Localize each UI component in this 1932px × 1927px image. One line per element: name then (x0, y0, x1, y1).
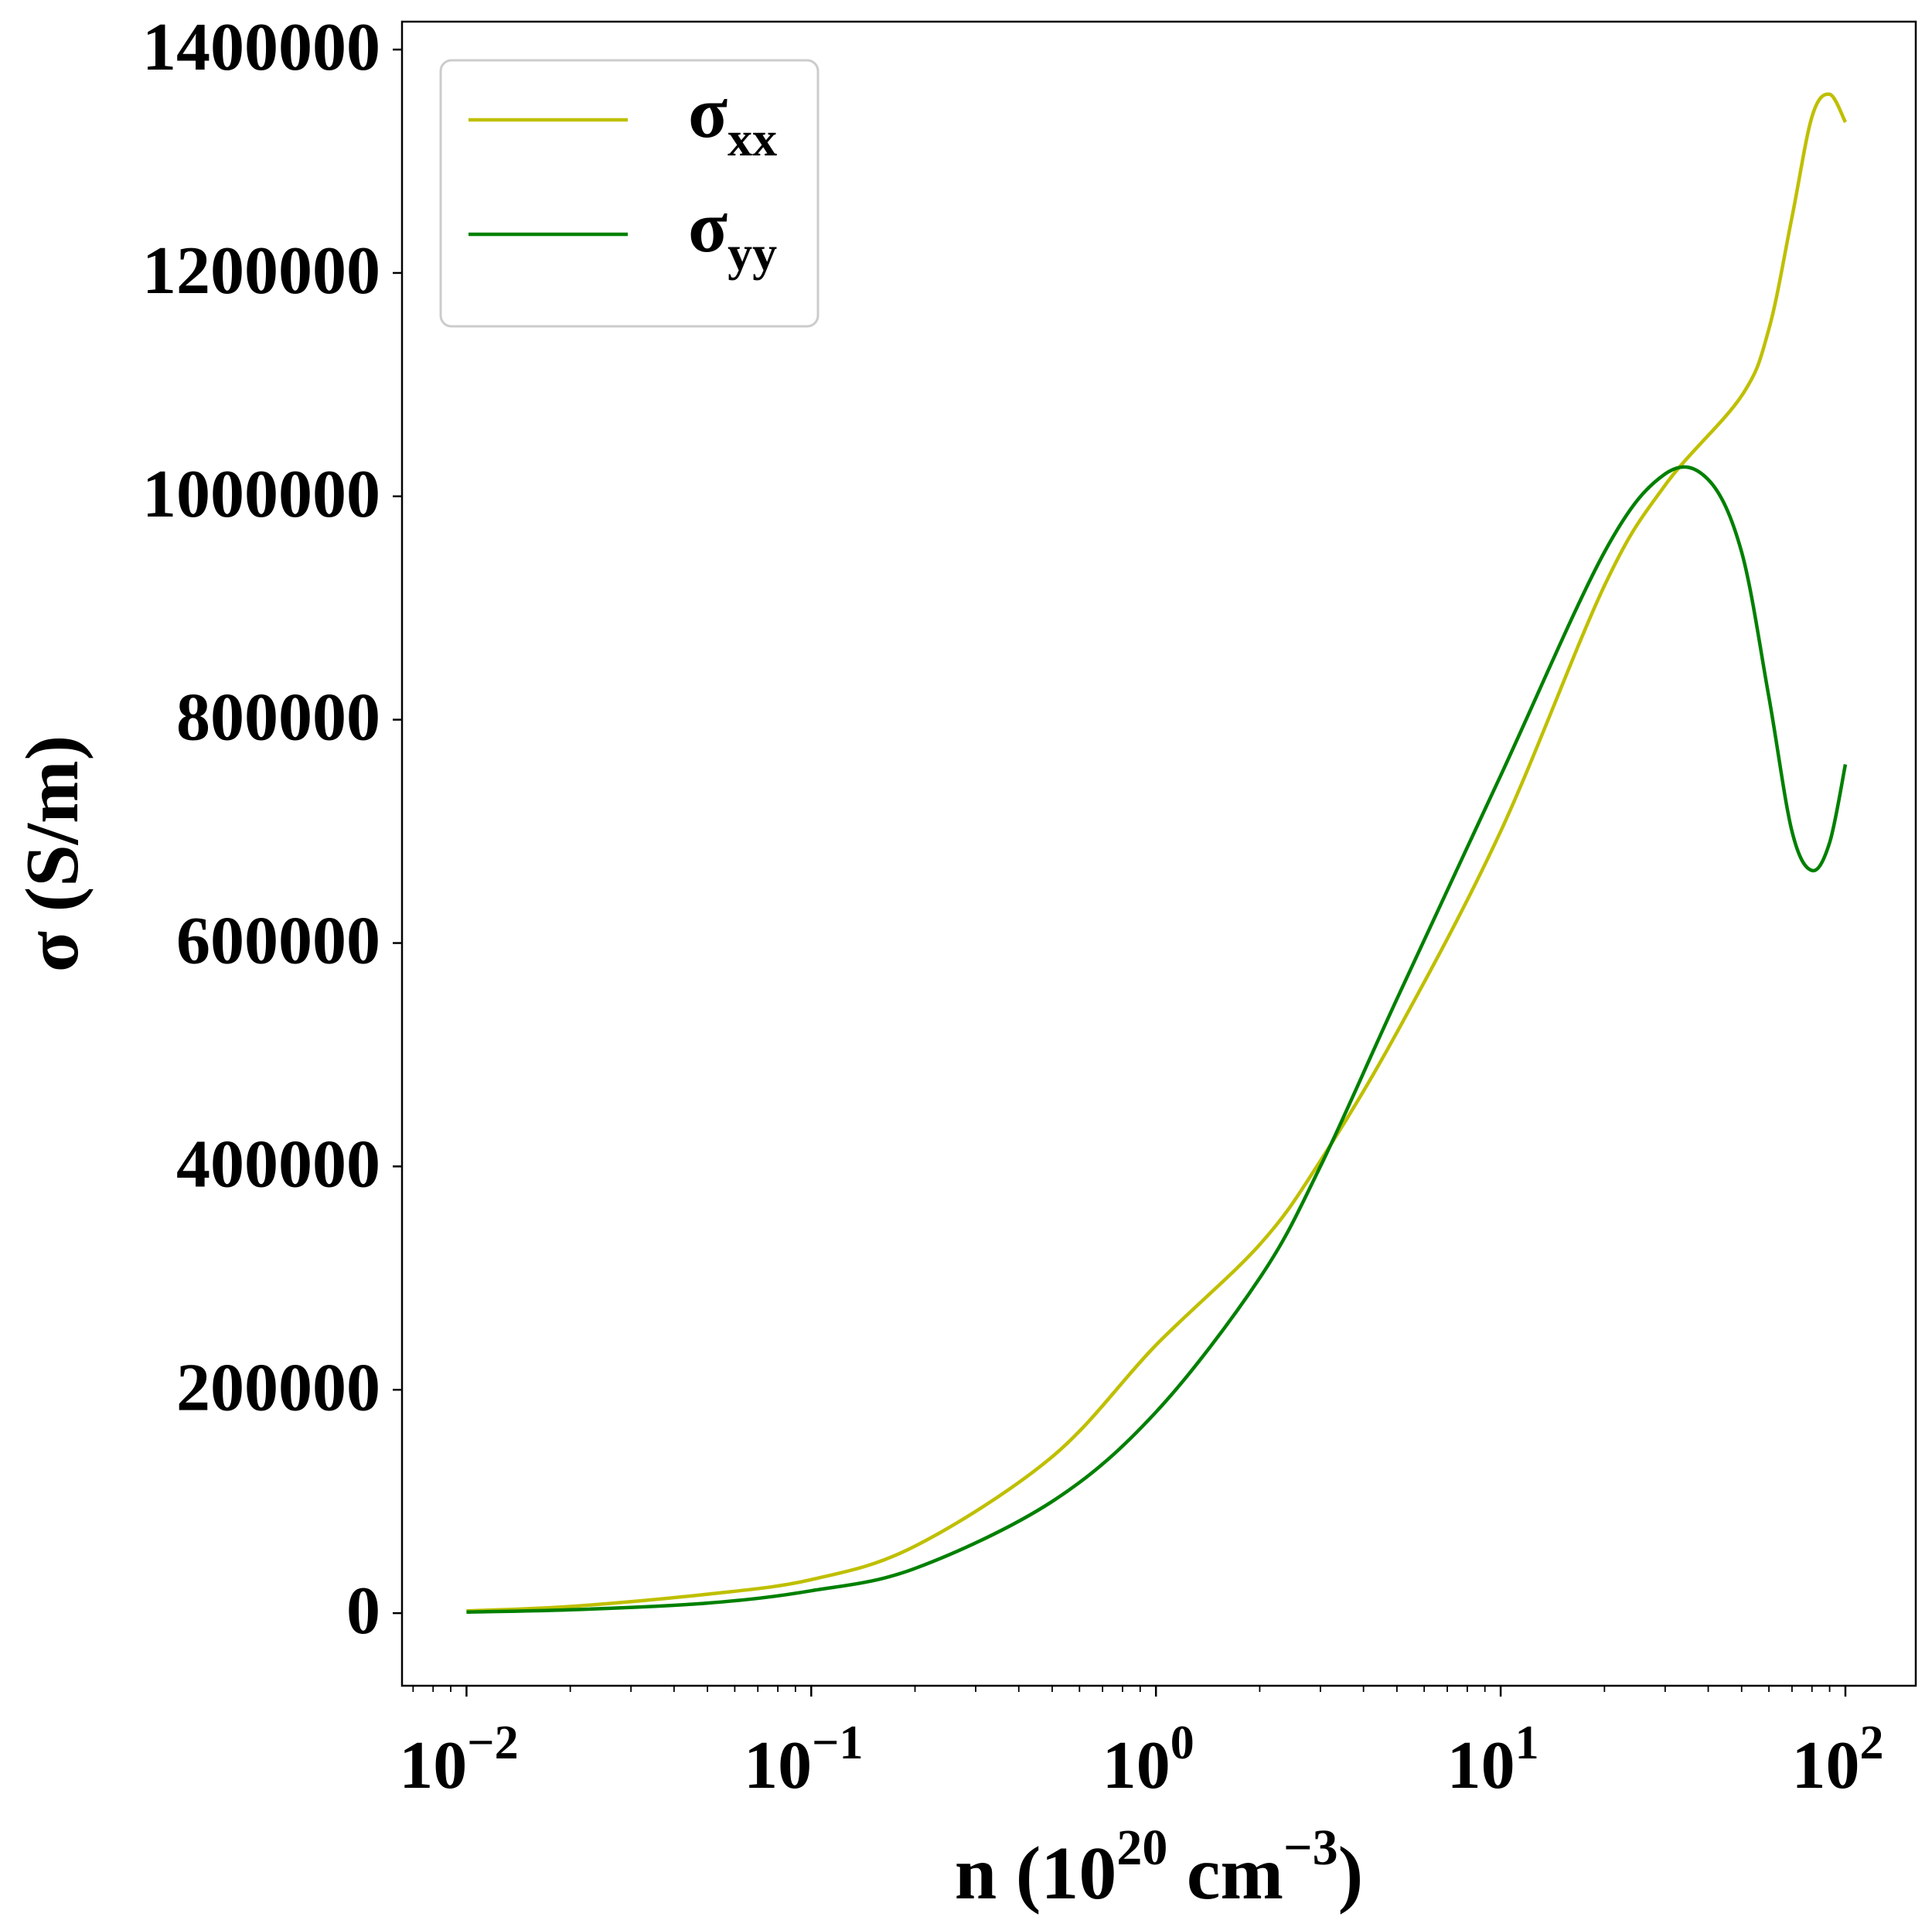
x-tick-label-1: 101 (1447, 1717, 1539, 1803)
series-line-xx (466, 92, 1848, 1613)
legend-label-yy: σyy (688, 187, 777, 281)
y-axis-label: σ (S/m) (11, 735, 94, 972)
y-tick-label-1200000: 1200000 (142, 234, 380, 309)
y-tick-label-400000: 400000 (176, 1127, 380, 1202)
y-tick-label-200000: 200000 (176, 1350, 380, 1425)
plot-layer (466, 92, 1848, 1614)
y-tick-label-0: 0 (346, 1574, 380, 1649)
y-tick-label-1400000: 1400000 (142, 10, 380, 85)
x-tick-label-−1: 10−1 (744, 1717, 863, 1803)
x-axis-label: n (1020 cm−3) (955, 1820, 1364, 1915)
x-tick-label-2: 102 (1791, 1717, 1883, 1803)
axes-layer: 0 200000 400000 600000 800000 1000000 1200000 1… (11, 10, 1917, 1915)
x-tick-label-0: 100 (1102, 1717, 1194, 1803)
legend: σxx σyy (439, 59, 819, 328)
y-tick-label-1000000: 1000000 (142, 457, 380, 532)
legend-label-xx: σxx (688, 73, 777, 166)
legend-box (439, 59, 819, 328)
axes-frame (400, 20, 1917, 1687)
y-tick-label-600000: 600000 (176, 904, 380, 979)
x-tick-label-−2: 10−2 (399, 1717, 518, 1803)
series-line-yy (466, 465, 1848, 1614)
y-tick-label-800000: 800000 (176, 680, 380, 755)
